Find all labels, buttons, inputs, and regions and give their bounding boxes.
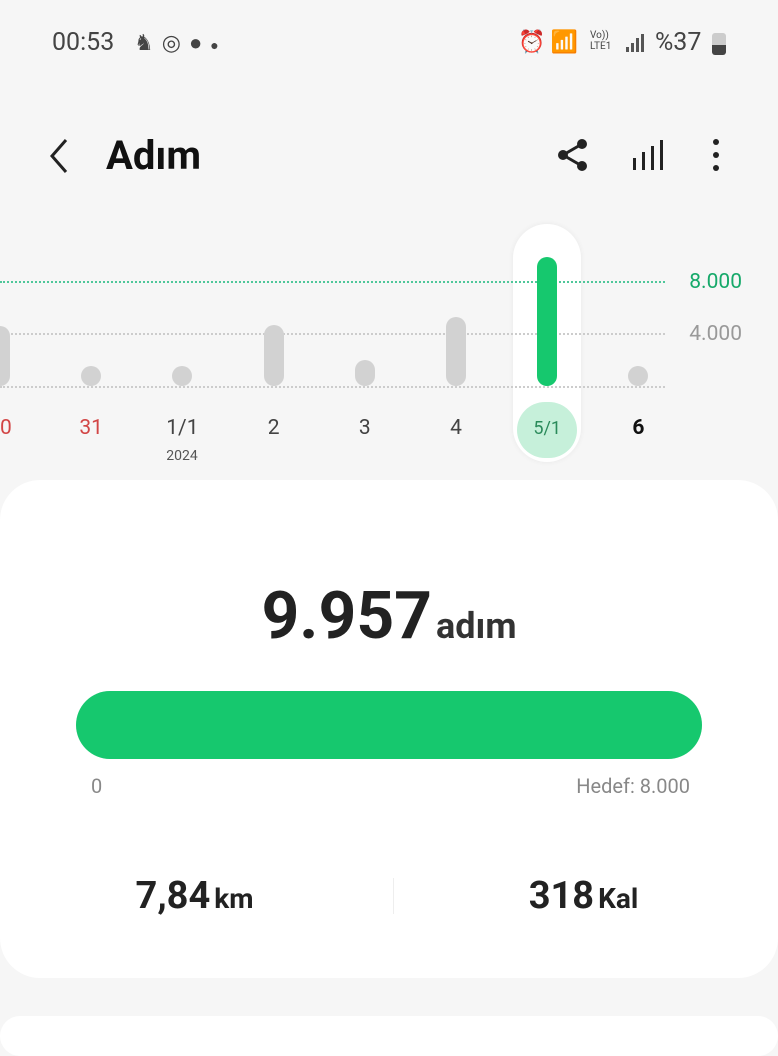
gridline-baseline (0, 386, 665, 388)
notification-icon: ♞ (134, 31, 162, 56)
share-icon[interactable] (556, 138, 590, 172)
step-count: 9.957 adım (0, 578, 778, 655)
instagram-icon: ◎ (161, 31, 189, 56)
step-unit: adım (436, 605, 517, 647)
back-icon[interactable] (44, 136, 74, 176)
alarm-icon: ⏰ (518, 30, 546, 55)
x-label-31[interactable]: 31 (79, 416, 103, 440)
notification-icons: ♞◎●● (134, 30, 227, 56)
x-label-4[interactable]: 4 (450, 416, 462, 440)
bar-3[interactable] (354, 360, 375, 386)
x-label-6[interactable]: 6 (632, 416, 645, 440)
bar-1/1[interactable] (172, 366, 193, 386)
app-icon: ● (188, 31, 211, 56)
signal-icon (626, 34, 644, 52)
battery-percent: %37 (655, 28, 702, 57)
wifi-icon: 📶 (550, 30, 579, 55)
system-icons: ⏰ 📶 (518, 30, 578, 55)
summary-card: 9.957 adım 0 Hedef: 8.000 7,84 km 318 Ka… (0, 480, 778, 978)
battery-icon (712, 33, 726, 55)
lte-indicator: Vo)) LTE1 (590, 30, 612, 52)
distance: 7,84 km (135, 874, 254, 918)
progress-fill (76, 691, 702, 759)
step-value: 9.957 (261, 578, 433, 655)
x-label-5/1[interactable]: 5/1 (533, 418, 562, 439)
x-label-30[interactable]: 30 (0, 416, 12, 440)
x-label-3[interactable]: 3 (358, 416, 371, 440)
bar-6[interactable] (628, 366, 649, 386)
y-tick-8000: 8.000 (689, 270, 742, 294)
selected-date-badge[interactable] (517, 402, 577, 458)
page-title: Adım (106, 132, 201, 179)
goal-line (0, 281, 665, 283)
year-label: 2024 (166, 448, 198, 464)
x-label-2[interactable]: 2 (267, 416, 280, 440)
bar-30[interactable] (0, 326, 10, 386)
y-tick-4000: 4.000 (689, 322, 742, 346)
gridline-4000 (0, 333, 665, 335)
dot-icon: ● (210, 38, 227, 54)
bar-2[interactable] (263, 324, 284, 386)
progress-track (76, 691, 702, 759)
bar-4[interactable] (446, 317, 466, 386)
progress-min: 0 (91, 774, 103, 798)
bar-5/1[interactable] (537, 256, 558, 386)
calories: 318 Kal (528, 874, 639, 918)
next-card (0, 1016, 778, 1056)
status-time: 00:53 (52, 28, 115, 57)
x-label-1/1[interactable]: 1/1 (166, 416, 199, 440)
bar-31[interactable] (81, 366, 102, 386)
more-icon[interactable] (706, 138, 726, 172)
chart-icon[interactable] (632, 138, 666, 172)
goal-label: Hedef: 8.000 (576, 774, 690, 798)
divider (393, 878, 394, 914)
